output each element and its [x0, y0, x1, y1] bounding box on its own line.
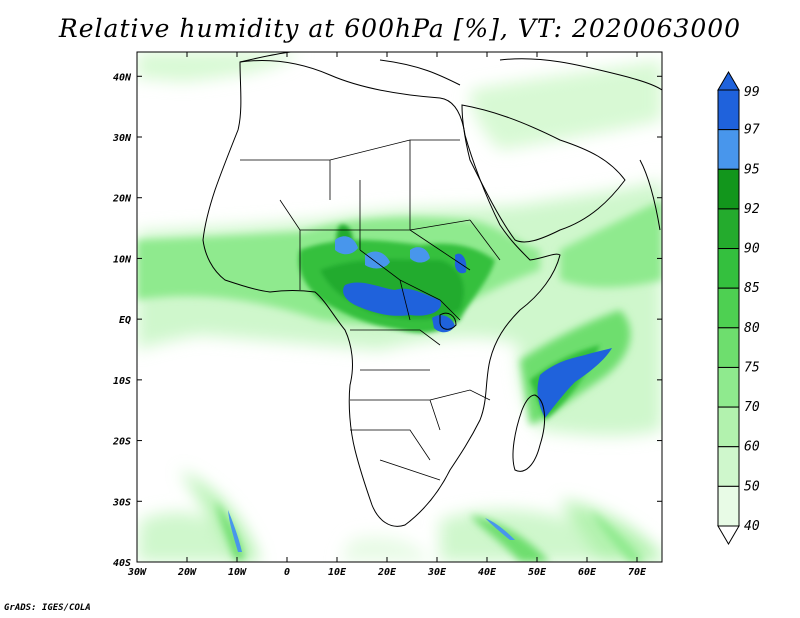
map-title: Relative humidity at 600hPa [%], VT: 202… [58, 14, 742, 43]
colorbar-label: 85 [744, 281, 760, 296]
lat-tick-label: 40N [113, 72, 132, 83]
lon-tick-label: 20E [377, 567, 397, 578]
colorbar-label: 97 [744, 123, 760, 138]
lon-tick-label: 0 [284, 567, 290, 578]
colorbar-segment [717, 366, 740, 408]
lat-tick-label: 10N [113, 254, 132, 265]
colorbar-bottom-arrow [717, 525, 740, 545]
coastlines [202, 52, 662, 527]
colorbar: 99 97 95 92 90 85 80 75 70 60 50 40 [717, 71, 760, 545]
colorbar-label: 50 [744, 479, 760, 494]
lon-tick-label: 60E [578, 567, 597, 578]
colorbar-label: 75 [744, 360, 760, 375]
colorbar-label: 90 [744, 242, 760, 257]
lon-tick-label: 20W [177, 567, 197, 578]
lon-tick-label: 30W [127, 567, 147, 578]
lat-tick-label: 30N [112, 133, 132, 144]
colorbar-label: 60 [744, 440, 760, 455]
colorbar-segment [717, 208, 740, 250]
colorbar-label: 80 [744, 321, 760, 336]
madagascar-outline [512, 394, 546, 472]
lake-victoria [439, 312, 457, 330]
lat-tick-label: 10S [113, 376, 131, 387]
lat-tick-label: 20N [112, 194, 132, 205]
lat-tick-label: EQ [119, 315, 131, 326]
lat-tick-label: 40S [113, 558, 131, 569]
humidity-field [137, 52, 662, 562]
colorbar-top-arrow [717, 71, 740, 91]
colorbar-segment [717, 485, 740, 527]
colorbar-segment [717, 327, 740, 368]
colorbar-segment [717, 446, 740, 487]
lat-tick-label: 30S [112, 497, 131, 508]
africa-outline [202, 60, 561, 527]
lon-tick-label: 40E [478, 567, 497, 578]
lat-tick-label: 20S [112, 437, 131, 448]
lon-tick-label: 70E [628, 567, 647, 578]
longitude-axis: 30W 20W 10W 0 10E 20E 30E 40E 50E 60E 70E [127, 52, 647, 578]
colorbar-segment [717, 89, 740, 131]
lon-tick-label: 30E [427, 567, 447, 578]
arabia-outline [461, 104, 626, 243]
latitude-axis: 40N 30N 20N 10N EQ 10S 20S 30S 40S [112, 72, 662, 569]
colorbar-segment [717, 168, 740, 210]
colorbar-label: 99 [744, 85, 760, 100]
colorbar-label: 40 [744, 519, 760, 534]
colorbar-label: 95 [744, 162, 760, 177]
lon-tick-label: 50E [528, 567, 547, 578]
mediterranean-north [239, 52, 662, 91]
borders [240, 139, 501, 481]
colorbar-label: 70 [744, 400, 760, 415]
colorbar-label: 92 [744, 202, 760, 217]
lon-tick-label: 10W [228, 567, 247, 578]
india-outline [639, 159, 661, 231]
colorbar-segment [717, 129, 740, 170]
grads-credit: GrADS: IGES/COLA [4, 603, 91, 613]
colorbar-segment [717, 287, 740, 329]
lon-tick-label: 10E [328, 567, 347, 578]
colorbar-segment [717, 248, 740, 289]
colorbar-segment [717, 406, 740, 448]
plot-frame [136, 51, 663, 563]
